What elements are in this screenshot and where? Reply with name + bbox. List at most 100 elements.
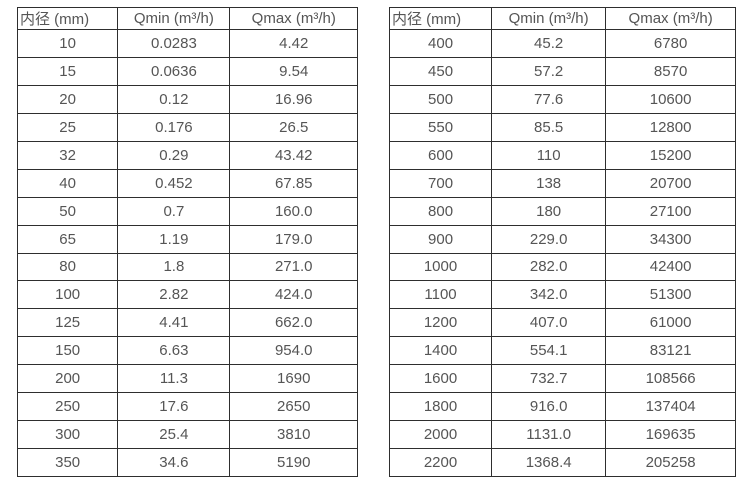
table-cell: 6.63 (117, 336, 231, 366)
table-cell: 229.0 (491, 224, 607, 254)
table-cell: 1000 (388, 252, 493, 282)
table-cell: 65 (16, 224, 119, 254)
table-cell: 954.0 (229, 336, 358, 366)
table-cell: 271.0 (229, 252, 358, 282)
table-cell: 450 (388, 56, 493, 86)
flow-rate-table-small-diameters: 内径 (mm) Qmin (m³/h) Qmax (m³/h) 10 0.0283 4.4… (16, 7, 358, 477)
table-cell: 1600 (388, 364, 493, 394)
table-cell: 26.5 (229, 112, 358, 142)
table-row: 80 1.8 271.0 (16, 252, 358, 282)
table-row: 65 1.19 179.0 (16, 224, 358, 254)
column-header: Qmin (m³/h) (117, 7, 231, 30)
table-cell: 0.29 (117, 140, 231, 170)
table-row: 1000 282.0 42400 (388, 252, 736, 282)
table-row: 15 0.0636 9.54 (16, 56, 358, 86)
column-header: Qmax (m³/h) (605, 7, 736, 30)
table-cell: 1.8 (117, 252, 231, 282)
table-cell: 20 (16, 84, 119, 114)
table-cell: 27100 (605, 196, 736, 226)
table-cell: 662.0 (229, 308, 358, 338)
table-row: 1100 342.0 51300 (388, 280, 736, 310)
table-row: 2200 1368.4 205258 (388, 448, 736, 477)
table-cell: 100 (16, 280, 119, 310)
table-cell: 9.54 (229, 56, 358, 86)
table-cell: 57.2 (491, 56, 607, 86)
header-row: 内径 (mm) Qmin (m³/h) Qmax (m³/h) (16, 7, 358, 30)
table-cell: 407.0 (491, 308, 607, 338)
table-cell: 282.0 (491, 252, 607, 282)
table-cell: 1800 (388, 392, 493, 422)
table-cell: 0.0636 (117, 56, 231, 86)
table-cell: 1.19 (117, 224, 231, 254)
table-cell: 108566 (605, 364, 736, 394)
table-row: 150 6.63 954.0 (16, 336, 358, 366)
table-cell: 125 (16, 308, 119, 338)
table-cell: 179.0 (229, 224, 358, 254)
table-cell: 1131.0 (491, 420, 607, 450)
table-cell: 300 (16, 420, 119, 450)
table-row: 1400 554.1 83121 (388, 336, 736, 366)
table-cell: 732.7 (491, 364, 607, 394)
table-cell: 8570 (605, 56, 736, 86)
flow-rate-table-large-diameters: 内径 (mm) Qmin (m³/h) Qmax (m³/h) 400 45.2 6780… (388, 7, 736, 477)
table-cell: 342.0 (491, 280, 607, 310)
table-row: 300 25.4 3810 (16, 420, 358, 450)
table-cell: 160.0 (229, 196, 358, 226)
column-header: Qmax (m³/h) (229, 7, 358, 30)
table-row: 10 0.0283 4.42 (16, 29, 358, 58)
table-cell: 1400 (388, 336, 493, 366)
table-cell: 6780 (605, 29, 736, 58)
table-cell: 3810 (229, 420, 358, 450)
table-cell: 77.6 (491, 84, 607, 114)
table-cell: 2200 (388, 448, 493, 477)
table-cell: 51300 (605, 280, 736, 310)
header-row: 内径 (mm) Qmin (m³/h) Qmax (m³/h) (388, 7, 736, 30)
table-cell: 700 (388, 168, 493, 198)
table-cell: 205258 (605, 448, 736, 477)
table-cell: 25 (16, 112, 119, 142)
table-row: 900 229.0 34300 (388, 224, 736, 254)
column-header: 内径 (mm) (388, 7, 493, 30)
table-cell: 17.6 (117, 392, 231, 422)
table-cell: 424.0 (229, 280, 358, 310)
table-cell: 0.452 (117, 168, 231, 198)
table-cell: 10600 (605, 84, 736, 114)
table-cell: 169635 (605, 420, 736, 450)
table-cell: 5190 (229, 448, 358, 477)
table-cell: 67.85 (229, 168, 358, 198)
table-cell: 400 (388, 29, 493, 58)
table-cell: 250 (16, 392, 119, 422)
table-row: 1200 407.0 61000 (388, 308, 736, 338)
table-row: 800 180 27100 (388, 196, 736, 226)
table-cell: 50 (16, 196, 119, 226)
table-cell: 1690 (229, 364, 358, 394)
table-cell: 16.96 (229, 84, 358, 114)
table-cell: 150 (16, 336, 119, 366)
table-row: 700 138 20700 (388, 168, 736, 198)
table-cell: 2.82 (117, 280, 231, 310)
table-row: 550 85.5 12800 (388, 112, 736, 142)
table-row: 32 0.29 43.42 (16, 140, 358, 170)
table-cell: 350 (16, 448, 119, 477)
column-header: 内径 (mm) (16, 7, 119, 30)
table-cell: 1100 (388, 280, 493, 310)
table-row: 1800 916.0 137404 (388, 392, 736, 422)
table-row: 600 110 15200 (388, 140, 736, 170)
table-row: 200 11.3 1690 (16, 364, 358, 394)
table-cell: 32 (16, 140, 119, 170)
table-cell: 12800 (605, 112, 736, 142)
table-row: 50 0.7 160.0 (16, 196, 358, 226)
table-cell: 42400 (605, 252, 736, 282)
table-row: 400 45.2 6780 (388, 29, 736, 58)
table-cell: 180 (491, 196, 607, 226)
table-cell: 2000 (388, 420, 493, 450)
table-row: 100 2.82 424.0 (16, 280, 358, 310)
table-row: 2000 1131.0 169635 (388, 420, 736, 450)
table-cell: 4.42 (229, 29, 358, 58)
table-cell: 137404 (605, 392, 736, 422)
table-cell: 600 (388, 140, 493, 170)
table-cell: 138 (491, 168, 607, 198)
table-cell: 61000 (605, 308, 736, 338)
table-row: 450 57.2 8570 (388, 56, 736, 86)
table-cell: 34300 (605, 224, 736, 254)
